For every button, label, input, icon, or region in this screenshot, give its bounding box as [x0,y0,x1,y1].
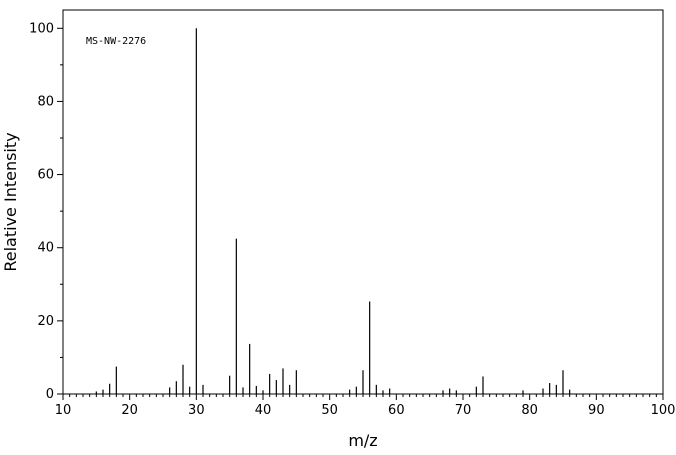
x-axis-ticks: 10 20 30 40 50 60 70 80 90 100 [55,394,676,418]
y-tick-label: 60 [37,168,54,183]
y-tick-label: 100 [29,21,54,36]
y-axis-label: Relative Intensity [1,132,20,271]
x-tick-label: 40 [255,403,272,418]
y-tick-label: 80 [37,94,54,109]
x-tick-label: 80 [521,403,538,418]
x-tick-label: 70 [455,403,472,418]
y-tick-label: 20 [37,314,54,329]
y-tick-label: 40 [37,241,54,256]
x-tick-label: 100 [651,403,676,418]
plot-frame [62,9,664,395]
x-tick-label: 60 [388,403,405,418]
x-tick-label: 10 [55,403,72,418]
y-tick-label: 0 [46,387,54,402]
x-tick-label: 90 [588,403,605,418]
x-tick-label: 50 [321,403,338,418]
x-axis-label: m/z [348,431,377,450]
minor-ticks [60,64,657,397]
x-tick-label: 30 [188,403,205,418]
y-axis-ticks: 0 20 40 60 80 100 [29,21,63,402]
x-tick-label: 20 [121,403,138,418]
spectrum-id-annotation: MS-NW-2276 [86,36,146,47]
peaks [95,28,571,394]
